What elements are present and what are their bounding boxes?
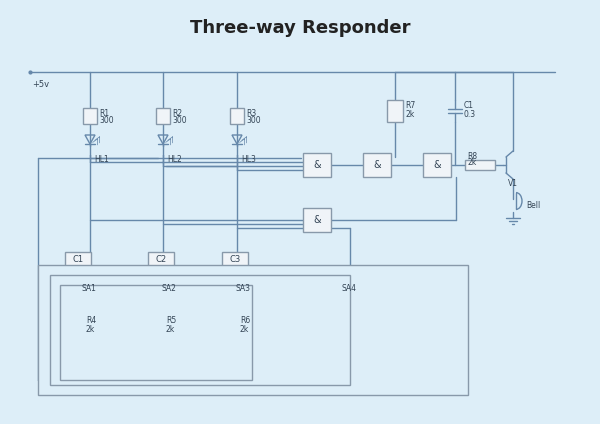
Text: Three-way Responder: Three-way Responder: [190, 19, 410, 37]
Text: &: &: [313, 160, 321, 170]
FancyBboxPatch shape: [151, 315, 165, 335]
Text: V1: V1: [508, 179, 518, 188]
Text: SA3: SA3: [236, 284, 251, 293]
Text: R6: R6: [240, 316, 250, 325]
Text: R3: R3: [246, 109, 256, 118]
Text: 0.3: 0.3: [464, 110, 476, 119]
FancyBboxPatch shape: [303, 208, 331, 232]
Text: R8: R8: [467, 152, 477, 161]
Text: 2k: 2k: [405, 110, 414, 119]
FancyBboxPatch shape: [156, 108, 170, 124]
FancyBboxPatch shape: [230, 108, 244, 124]
Text: R1: R1: [99, 109, 109, 118]
Text: 2k: 2k: [166, 325, 175, 334]
Text: SA1: SA1: [82, 284, 97, 293]
Text: HL1: HL1: [94, 155, 109, 164]
Text: R7: R7: [405, 101, 415, 110]
FancyBboxPatch shape: [65, 252, 91, 268]
Text: 2k: 2k: [86, 325, 95, 334]
Text: R5: R5: [166, 316, 176, 325]
Text: &: &: [373, 160, 381, 170]
Text: +5v: +5v: [32, 80, 49, 89]
FancyBboxPatch shape: [303, 153, 331, 177]
Text: &: &: [433, 160, 441, 170]
FancyBboxPatch shape: [222, 252, 248, 268]
FancyBboxPatch shape: [363, 153, 391, 177]
Text: 300: 300: [99, 116, 113, 125]
FancyBboxPatch shape: [225, 315, 239, 335]
FancyBboxPatch shape: [83, 108, 97, 124]
Text: SA4: SA4: [342, 284, 357, 293]
Text: C1: C1: [73, 256, 83, 265]
Text: C2: C2: [155, 256, 167, 265]
Text: Bell: Bell: [526, 201, 540, 210]
Text: &: &: [313, 215, 321, 225]
FancyBboxPatch shape: [387, 100, 403, 122]
Text: 2k: 2k: [240, 325, 249, 334]
Text: 300: 300: [172, 116, 187, 125]
Text: 2k: 2k: [467, 158, 476, 167]
Text: SA2: SA2: [162, 284, 177, 293]
FancyBboxPatch shape: [148, 252, 174, 268]
Text: R4: R4: [86, 316, 96, 325]
Text: HL2: HL2: [167, 155, 182, 164]
FancyBboxPatch shape: [423, 153, 451, 177]
FancyBboxPatch shape: [38, 265, 468, 395]
FancyBboxPatch shape: [71, 315, 85, 335]
Text: HL3: HL3: [241, 155, 256, 164]
Text: C1: C1: [464, 101, 474, 110]
Text: C3: C3: [229, 256, 241, 265]
FancyBboxPatch shape: [50, 275, 350, 385]
Text: R2: R2: [172, 109, 182, 118]
FancyBboxPatch shape: [60, 285, 252, 380]
Text: 300: 300: [246, 116, 260, 125]
FancyBboxPatch shape: [465, 160, 495, 170]
